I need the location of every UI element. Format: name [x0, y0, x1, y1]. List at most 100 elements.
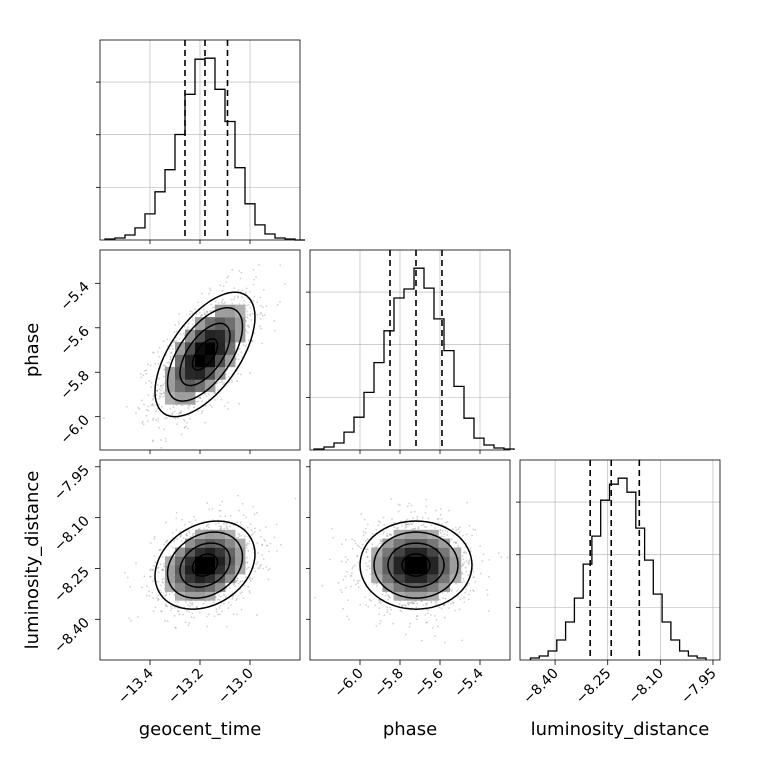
- scatter-point: [386, 609, 389, 611]
- scatter-point: [191, 603, 194, 606]
- scatter-point: [252, 505, 254, 508]
- scatter-point: [262, 558, 265, 561]
- scatter-point: [380, 540, 382, 543]
- scatter-point: [235, 537, 238, 539]
- y-axis-label-phase: phase: [22, 323, 43, 377]
- scatter-point: [163, 392, 166, 395]
- scatter-point: [459, 598, 462, 601]
- scatter-point: [212, 306, 215, 309]
- scatter-point: [411, 602, 414, 605]
- scatter-point: [206, 312, 209, 314]
- scatter-point: [259, 313, 262, 315]
- scatter-point: [386, 533, 388, 535]
- scatter-point: [180, 404, 183, 406]
- scatter-point: [162, 569, 165, 572]
- scatter-point: [294, 497, 297, 500]
- scatter-point: [457, 544, 460, 547]
- scatter-point: [386, 611, 389, 614]
- scatter-point: [443, 641, 446, 644]
- scatter-point: [163, 562, 166, 565]
- scatter-point: [247, 304, 250, 306]
- scatter-point: [446, 534, 449, 537]
- scatter-point: [364, 539, 367, 542]
- density-cell: [165, 366, 176, 380]
- scatter-point: [244, 292, 247, 295]
- density-cell: [225, 573, 236, 584]
- scatter-point: [197, 301, 199, 304]
- scatter-point: [163, 428, 166, 431]
- density-cell: [404, 529, 417, 539]
- scatter-point: [173, 410, 176, 413]
- scatter-point: [160, 439, 162, 441]
- scatter-point: [364, 596, 367, 599]
- scatter-point: [244, 291, 247, 294]
- scatter-point: [162, 384, 164, 386]
- scatter-point: [217, 613, 220, 616]
- scatter-point: [231, 595, 234, 598]
- scatter-point: [235, 358, 237, 360]
- scatter-point: [440, 508, 442, 510]
- scatter-point: [200, 412, 203, 415]
- scatter-point: [368, 560, 371, 562]
- density-cell: [185, 565, 196, 575]
- scatter-point: [445, 521, 447, 524]
- scatter-point: [409, 622, 412, 625]
- scatter-point: [416, 615, 418, 617]
- histogram-phase: [306, 249, 515, 451]
- scatter-point: [206, 310, 209, 313]
- scatter-point: [186, 327, 189, 330]
- scatter-point: [237, 533, 240, 535]
- scatter-point: [329, 558, 331, 561]
- scatter-point: [443, 604, 445, 607]
- scatter-point: [152, 419, 154, 421]
- scatter-point: [399, 609, 402, 612]
- density-cell: [438, 582, 450, 592]
- density-cell: [225, 354, 236, 368]
- scatter-point: [219, 509, 222, 512]
- scatter-point: [379, 521, 381, 524]
- scatter-point: [238, 303, 241, 306]
- scatter-point: [213, 615, 216, 618]
- scatter-point: [142, 423, 145, 426]
- scatter-point: [249, 523, 252, 526]
- contour-level-1: [191, 338, 219, 371]
- scatter-point: [400, 524, 403, 527]
- scatter-point: [147, 363, 149, 366]
- scatter-point: [410, 601, 413, 604]
- scatter-point: [160, 392, 163, 395]
- density-cell: [175, 582, 186, 592]
- scatter-point: [274, 329, 276, 332]
- scatter-point: [156, 597, 159, 599]
- density-cell: [175, 547, 186, 557]
- scatter-point: [359, 604, 362, 606]
- scatter-point: [474, 581, 477, 583]
- y-tick-label: −5.8: [57, 368, 92, 403]
- scatter-point: [340, 543, 343, 546]
- scatter-point: [397, 503, 400, 506]
- density-cell: [205, 556, 216, 566]
- density-cell: [416, 565, 428, 575]
- scatter-point: [218, 607, 221, 609]
- scatter-point: [437, 625, 439, 628]
- scatter-point: [472, 570, 475, 573]
- density-cell: [225, 317, 236, 330]
- scatter-point: [220, 398, 223, 401]
- scatter-point: [411, 523, 413, 525]
- scatter-point: [154, 362, 157, 365]
- density-cell: [185, 556, 196, 566]
- y-tick-label: −8.40: [51, 615, 93, 657]
- scatter-point: [268, 550, 270, 553]
- scatter-point: [163, 375, 165, 378]
- scatter-point: [410, 511, 413, 514]
- scatter-point: [382, 532, 385, 535]
- scatter-point: [225, 281, 228, 283]
- scatter-point: [186, 610, 189, 612]
- scatter-point: [148, 590, 150, 592]
- scatter-point: [481, 560, 484, 562]
- scatter-point: [415, 618, 418, 621]
- scatter-point: [175, 517, 178, 520]
- scatter-point: [369, 573, 371, 576]
- scatter-point: [176, 538, 179, 540]
- scatter-point: [468, 593, 470, 596]
- scatter-point: [151, 402, 154, 405]
